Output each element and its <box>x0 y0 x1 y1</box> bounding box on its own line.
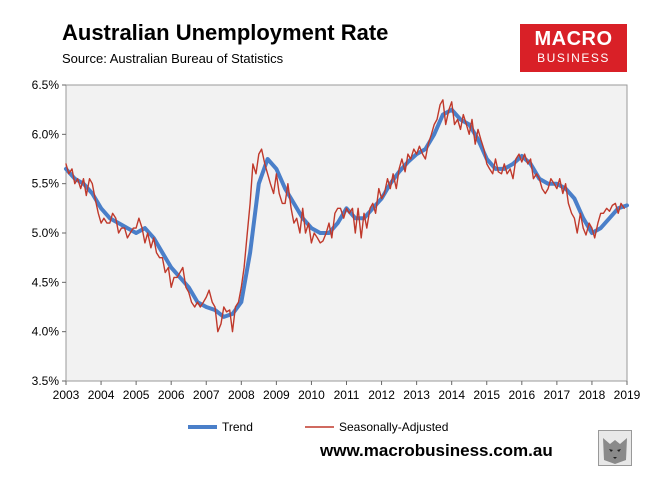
logo-line-business: BUSINESS <box>537 51 610 65</box>
y-tick-label: 5.5% <box>32 177 60 191</box>
x-tick-label: 2018 <box>579 388 606 402</box>
x-tick-label: 2017 <box>544 388 571 402</box>
website-url: www.macrobusiness.com.au <box>320 441 553 460</box>
x-tick-label: 2012 <box>368 388 395 402</box>
y-tick-label: 5.0% <box>32 226 60 240</box>
y-tick-label: 6.5% <box>32 78 60 92</box>
x-tick-label: 2003 <box>53 388 80 402</box>
x-tick-label: 2019 <box>614 388 641 402</box>
x-tick-label: 2014 <box>438 388 465 402</box>
x-tick-label: 2007 <box>193 388 220 402</box>
x-tick-label: 2004 <box>88 388 115 402</box>
x-tick-label: 2010 <box>298 388 325 402</box>
series-layer <box>64 99 629 333</box>
plot-area <box>65 84 628 382</box>
x-tick-label: 2006 <box>158 388 185 402</box>
y-tick-label: 6.0% <box>32 127 60 141</box>
chart-title: Australian Unemployment Rate <box>62 20 389 45</box>
legend-label-trend: Trend <box>222 420 253 434</box>
x-tick-label: 2005 <box>123 388 150 402</box>
logo-line-macro: MACRO <box>534 28 613 50</box>
x-tick-label: 2008 <box>228 388 255 402</box>
wolf-icon <box>598 430 632 466</box>
chart-subtitle: Source: Australian Bureau of Statistics <box>62 51 284 66</box>
x-tick-label: 2015 <box>473 388 500 402</box>
y-tick-label: 3.5% <box>32 374 60 388</box>
series-line-seasonally-adjusted <box>65 99 625 333</box>
y-tick-label: 4.0% <box>32 325 60 339</box>
y-tick-label: 4.5% <box>32 275 60 289</box>
x-axis: 2003 2004 2005 2006 2007 2008 2009 2010 2011 2012… <box>53 381 641 402</box>
y-axis: 3.5% 4.0% 4.5% 5.0% 5.5% 6.0% 6.5% <box>32 78 66 388</box>
x-tick-label: 2016 <box>508 388 535 402</box>
macrobusiness-logo: MACRO BUSINESS <box>520 24 627 72</box>
legend-label-seasonally-adjusted: Seasonally-Adjusted <box>339 420 448 434</box>
x-tick-label: 2009 <box>263 388 290 402</box>
legend: Trend Seasonally-Adjusted <box>188 420 448 434</box>
x-tick-label: 2013 <box>403 388 430 402</box>
x-tick-label: 2011 <box>334 388 360 402</box>
